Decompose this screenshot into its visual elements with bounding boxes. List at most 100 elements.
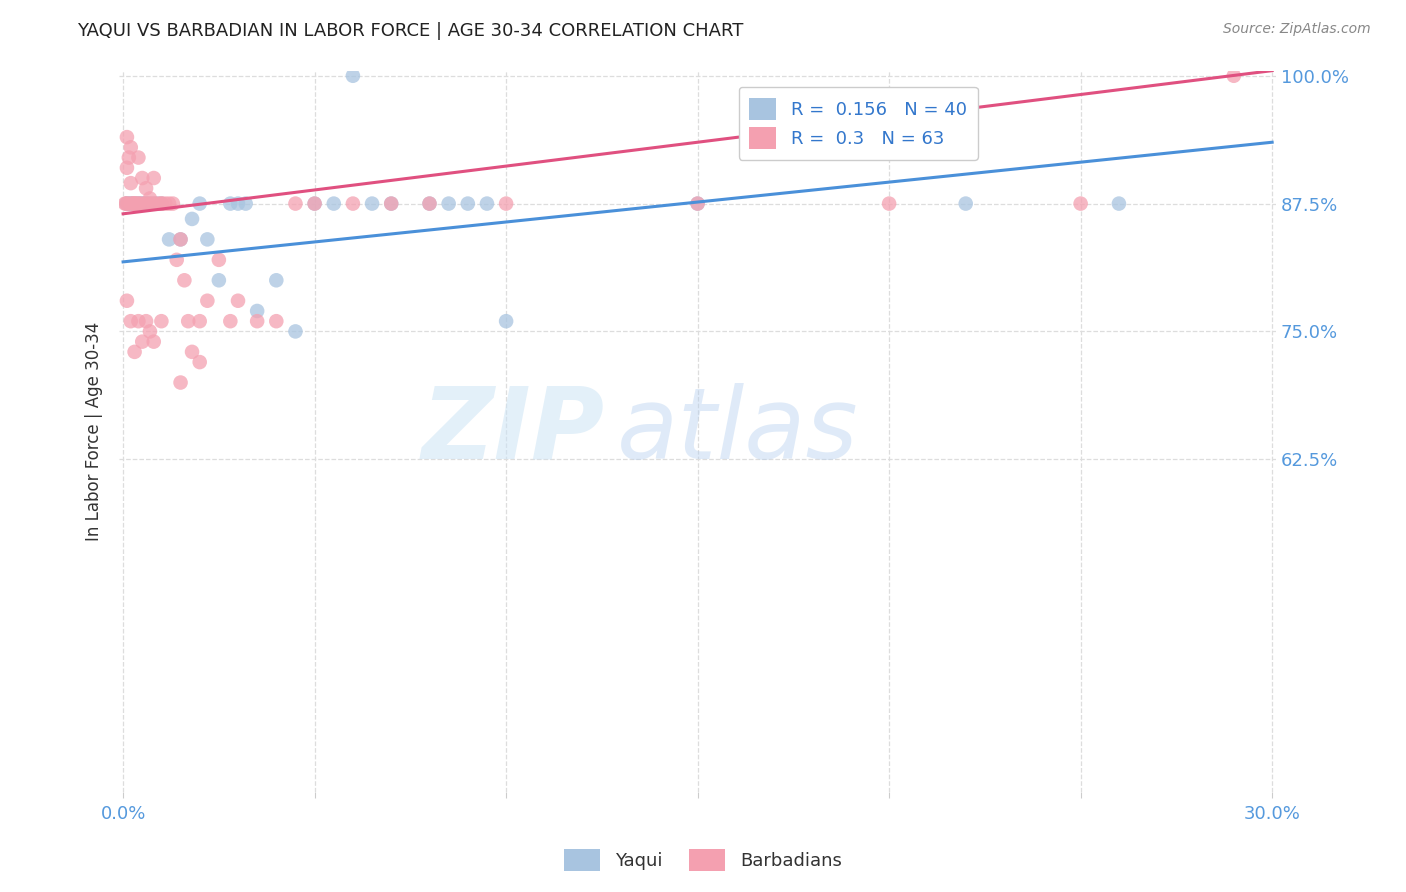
Legend: Yaqui, Barbadians: Yaqui, Barbadians bbox=[557, 842, 849, 879]
Point bbox=[877, 196, 900, 211]
Point bbox=[266, 314, 288, 328]
Point bbox=[1108, 196, 1130, 211]
Point bbox=[120, 196, 142, 211]
Point bbox=[146, 196, 169, 211]
Point bbox=[115, 130, 138, 145]
Point bbox=[135, 196, 157, 211]
Point bbox=[139, 325, 162, 339]
Legend: R =  0.156   N = 40, R =  0.3   N = 63: R = 0.156 N = 40, R = 0.3 N = 63 bbox=[738, 87, 977, 160]
Point bbox=[181, 344, 204, 359]
Point bbox=[131, 196, 153, 211]
Point bbox=[150, 196, 173, 211]
Point bbox=[322, 196, 344, 211]
Text: Source: ZipAtlas.com: Source: ZipAtlas.com bbox=[1223, 22, 1371, 37]
Point bbox=[162, 196, 184, 211]
Point bbox=[457, 196, 479, 211]
Point bbox=[246, 314, 269, 328]
Point bbox=[135, 314, 157, 328]
Text: ZIP: ZIP bbox=[422, 383, 605, 480]
Point bbox=[135, 196, 157, 211]
Point bbox=[686, 196, 709, 211]
Point bbox=[342, 69, 364, 83]
Point bbox=[150, 196, 173, 211]
Point bbox=[1070, 196, 1092, 211]
Point bbox=[157, 196, 180, 211]
Point bbox=[127, 196, 149, 211]
Point bbox=[686, 196, 709, 211]
Point bbox=[131, 196, 153, 211]
Point bbox=[124, 196, 146, 211]
Point bbox=[495, 314, 517, 328]
Point bbox=[127, 196, 149, 211]
Point bbox=[120, 196, 142, 211]
Point bbox=[195, 293, 218, 308]
Point bbox=[246, 304, 269, 318]
Point bbox=[120, 140, 142, 154]
Point bbox=[1223, 69, 1246, 83]
Point bbox=[284, 325, 307, 339]
Point bbox=[266, 273, 288, 287]
Point bbox=[127, 196, 149, 211]
Point bbox=[117, 196, 139, 211]
Text: atlas: atlas bbox=[617, 383, 858, 480]
Point bbox=[188, 314, 211, 328]
Point bbox=[115, 196, 138, 211]
Point bbox=[124, 344, 146, 359]
Point bbox=[121, 196, 143, 211]
Point bbox=[418, 196, 440, 211]
Point bbox=[120, 196, 142, 211]
Point bbox=[131, 196, 153, 211]
Point bbox=[139, 196, 162, 211]
Point bbox=[146, 196, 169, 211]
Point bbox=[127, 196, 149, 211]
Point bbox=[142, 196, 165, 211]
Point bbox=[127, 151, 149, 165]
Point bbox=[169, 232, 191, 246]
Point bbox=[115, 293, 138, 308]
Point bbox=[142, 196, 165, 211]
Point bbox=[195, 232, 218, 246]
Point bbox=[115, 196, 138, 211]
Point bbox=[361, 196, 384, 211]
Point bbox=[188, 196, 211, 211]
Point bbox=[157, 232, 180, 246]
Point bbox=[124, 196, 146, 211]
Point bbox=[169, 376, 191, 390]
Point bbox=[219, 314, 242, 328]
Point bbox=[380, 196, 402, 211]
Point bbox=[115, 196, 138, 211]
Point bbox=[120, 314, 142, 328]
Point bbox=[304, 196, 326, 211]
Point bbox=[155, 196, 177, 211]
Point bbox=[169, 232, 191, 246]
Point bbox=[139, 192, 162, 206]
Point bbox=[226, 196, 249, 211]
Point bbox=[304, 196, 326, 211]
Point bbox=[475, 196, 498, 211]
Y-axis label: In Labor Force | Age 30-34: In Labor Force | Age 30-34 bbox=[86, 321, 103, 541]
Point bbox=[120, 176, 142, 190]
Point bbox=[418, 196, 440, 211]
Point bbox=[208, 273, 231, 287]
Point bbox=[208, 252, 231, 267]
Point bbox=[342, 196, 364, 211]
Point bbox=[173, 273, 195, 287]
Point bbox=[166, 252, 188, 267]
Point bbox=[177, 314, 200, 328]
Point bbox=[118, 151, 141, 165]
Point bbox=[142, 334, 165, 349]
Point bbox=[226, 293, 249, 308]
Point bbox=[135, 196, 157, 211]
Point bbox=[139, 196, 162, 211]
Point bbox=[114, 196, 136, 211]
Point bbox=[188, 355, 211, 369]
Point bbox=[380, 196, 402, 211]
Point bbox=[150, 196, 173, 211]
Point bbox=[142, 171, 165, 186]
Point bbox=[124, 196, 146, 211]
Point bbox=[235, 196, 257, 211]
Point bbox=[115, 161, 138, 175]
Point bbox=[135, 181, 157, 195]
Point bbox=[124, 196, 146, 211]
Point bbox=[495, 196, 517, 211]
